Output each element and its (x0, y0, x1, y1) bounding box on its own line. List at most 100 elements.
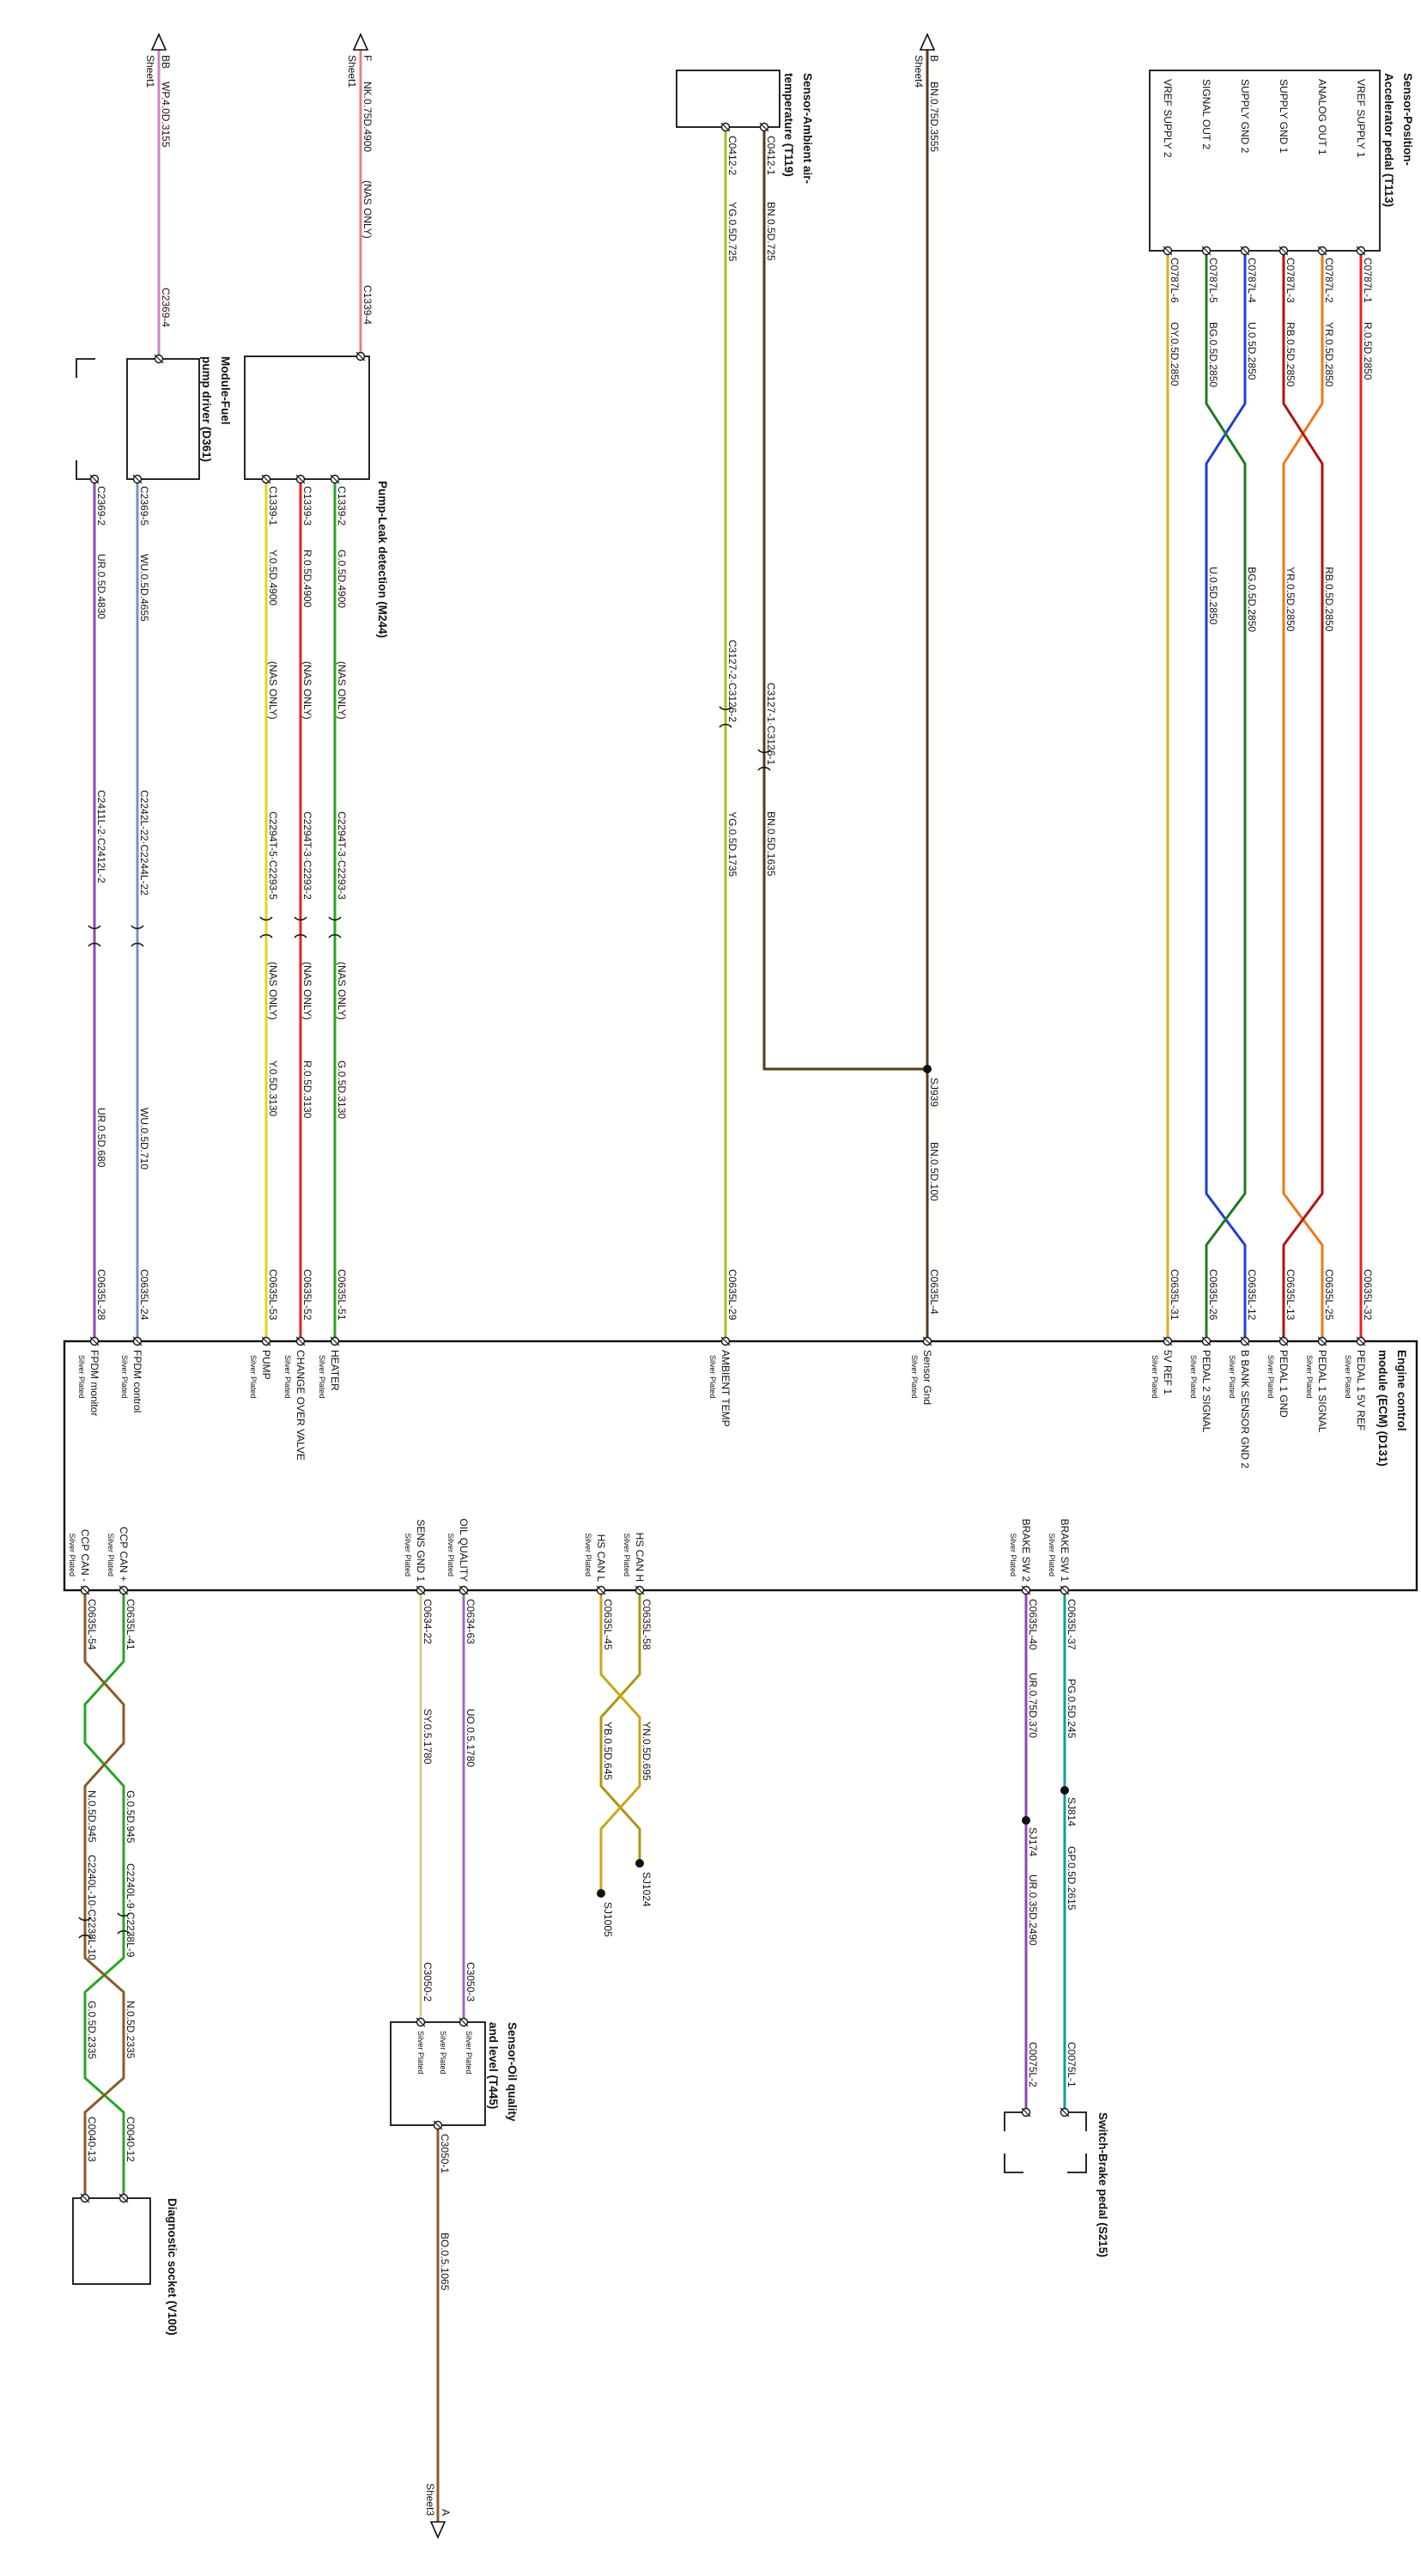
offpage-arrow-label: F (361, 55, 373, 61)
pin-plating-label: Silver Plated (622, 1533, 631, 1577)
pin-terminal-icon (330, 474, 340, 484)
pin-terminal-icon (132, 1336, 143, 1346)
pin-terminal-icon (1278, 1336, 1289, 1346)
pin-terminal-icon (1317, 1336, 1327, 1346)
wire-label: BN.0.75D.3555 (928, 82, 940, 152)
wire-accel-3 (1282, 254, 1324, 1338)
connector-label: C0635L-4 (928, 1269, 940, 1315)
pin-name: BRAKE SW 1 (1059, 1519, 1071, 1583)
pin-terminal-icon (1201, 1336, 1211, 1346)
pin-terminal-icon (416, 1585, 426, 1595)
pin-name: PEDAL 2 SIGNAL (1200, 1350, 1212, 1433)
pin-plating-label: Silver Plated (318, 1355, 326, 1399)
wire-label: YR.0.5D.2850 (1323, 322, 1335, 387)
connector-label: C2240L-10·C2238L-10 (86, 1855, 98, 1960)
wire-label: G.0.5D.2335 (86, 2001, 98, 2059)
wire-label: U.0.5D.2850 (1207, 567, 1219, 625)
connector-label: C1339-3 (301, 486, 313, 526)
component-box-T113 (1149, 70, 1381, 252)
offpage-arrow-label: Sheet3 (424, 2483, 436, 2516)
connector-label: C0635L-53 (267, 1269, 279, 1321)
pin-plating-label: Silver Plated (77, 1355, 86, 1399)
pin-terminal-icon (433, 2120, 443, 2130)
wire-label: BN.0.5D.725 (765, 202, 777, 261)
inline-connector-icon (78, 1934, 92, 1939)
connector-label: C0635L-51 (336, 1269, 348, 1321)
pin-terminal-icon (118, 1585, 129, 1595)
pin-plating-label: Silver Plated (120, 1355, 129, 1399)
component-title: Accelerator pedal (T113) (1382, 73, 1395, 207)
component-box-T119 (676, 70, 780, 128)
pin-plating-label: Silver Plated (404, 1533, 412, 1577)
wire-label: R.0.5D.3130 (301, 1060, 313, 1119)
pin-terminal-icon (295, 1336, 306, 1346)
connector-label: C0787L-6 (1169, 258, 1181, 303)
connector-label: C2294T-3·C2293-2 (301, 811, 313, 900)
pin-name: FPDM control (131, 1350, 143, 1413)
connector-label: C0787L-3 (1284, 258, 1297, 303)
connector-label: C0635L-26 (1207, 1269, 1219, 1321)
connector-label: C3127-2·C3126-2 (726, 640, 738, 722)
pin-terminal-icon (261, 1336, 271, 1346)
pin-name: PEDAL 1 5V REF (1355, 1350, 1367, 1431)
pin-name: HEATER (329, 1350, 341, 1391)
connector-label: C2242L-22·C2244L-22 (138, 790, 150, 896)
connector-label: C0635L-31 (1169, 1269, 1181, 1321)
splice-label: SJ814 (1066, 1797, 1078, 1826)
component-bracket (76, 460, 95, 480)
connector-label: C0635L-41 (124, 1599, 137, 1650)
pin-plating-label: Silver Plated (910, 1355, 919, 1399)
wire-label: WP.4.0D.3155 (160, 82, 172, 148)
inline-connector-icon (78, 1917, 92, 1922)
wire-label: BO.0.5.1065 (439, 2233, 451, 2291)
component-box-V100 (72, 2197, 151, 2285)
pin-terminal-icon (80, 2193, 90, 2203)
note-label: (NAS ONLY) (301, 962, 313, 1020)
component-title: Module-Fuel (219, 356, 232, 425)
wire-label: WU.0.5D.710 (138, 1108, 150, 1170)
pin-terminal-icon (596, 1585, 606, 1595)
pin-name: SUPPLY GND 1 (1278, 79, 1290, 154)
pin-terminal-icon (1163, 1336, 1173, 1346)
wire-hs-can-l (599, 1594, 641, 1893)
splice-label: SJ174 (1027, 1827, 1039, 1856)
component-bracket (1004, 2154, 1023, 2173)
pin-terminal-icon (1278, 246, 1289, 256)
pin-terminal-icon (89, 1336, 100, 1346)
pin-plating-label: Silver Plated (708, 1355, 717, 1399)
inline-connector-icon (259, 916, 273, 921)
wire-accel-2 (1282, 254, 1324, 1338)
connector-label: C2240L-9·C2238L-9 (124, 1863, 137, 1958)
component-title: pump driver (D361) (200, 356, 213, 462)
inline-connector-icon (117, 1929, 131, 1935)
pin-terminal-icon (720, 122, 731, 132)
offpage-arrow-icon (919, 33, 936, 51)
connector-label: C0040-13 (86, 2117, 98, 2162)
splice-label: SJ939 (928, 1078, 940, 1107)
wire-accel-5 (1205, 254, 1247, 1338)
inline-connector-icon (88, 942, 101, 947)
pin-plating-label: Silver Plated (283, 1355, 292, 1399)
connector-label: C0075L-1 (1066, 2042, 1078, 2087)
connector-label: C0635L-25 (1323, 1269, 1335, 1321)
pin-name: CCP CAN - (79, 1529, 91, 1582)
wire-label: R.0.5D.2850 (1362, 322, 1374, 380)
note-label: (NAS ONLY) (301, 661, 313, 720)
pin-terminal-icon (80, 1585, 90, 1595)
pin-terminal-icon (330, 1336, 340, 1346)
pin-plating-label: Silver Plated (1048, 1533, 1056, 1577)
wire-label: UR.0.35D.2490 (1027, 1874, 1039, 1946)
connector-label: C0787L-1 (1362, 258, 1374, 303)
note-label: (NAS ONLY) (336, 962, 348, 1020)
connector-label: C2369-2 (95, 486, 107, 526)
pin-name: CCP CAN + (118, 1527, 130, 1582)
component-box-M244 (244, 355, 370, 480)
component-title: Diagnostic socket (V100) (166, 2198, 179, 2336)
pin-terminal-icon (118, 2193, 129, 2203)
connector-label: C0635L-52 (301, 1269, 313, 1321)
wire-label: PG.0.5D.245 (1066, 1679, 1078, 1739)
connector-label: C0787L-4 (1246, 258, 1258, 303)
connector-label: C2294T-3·C2293-3 (336, 811, 348, 900)
